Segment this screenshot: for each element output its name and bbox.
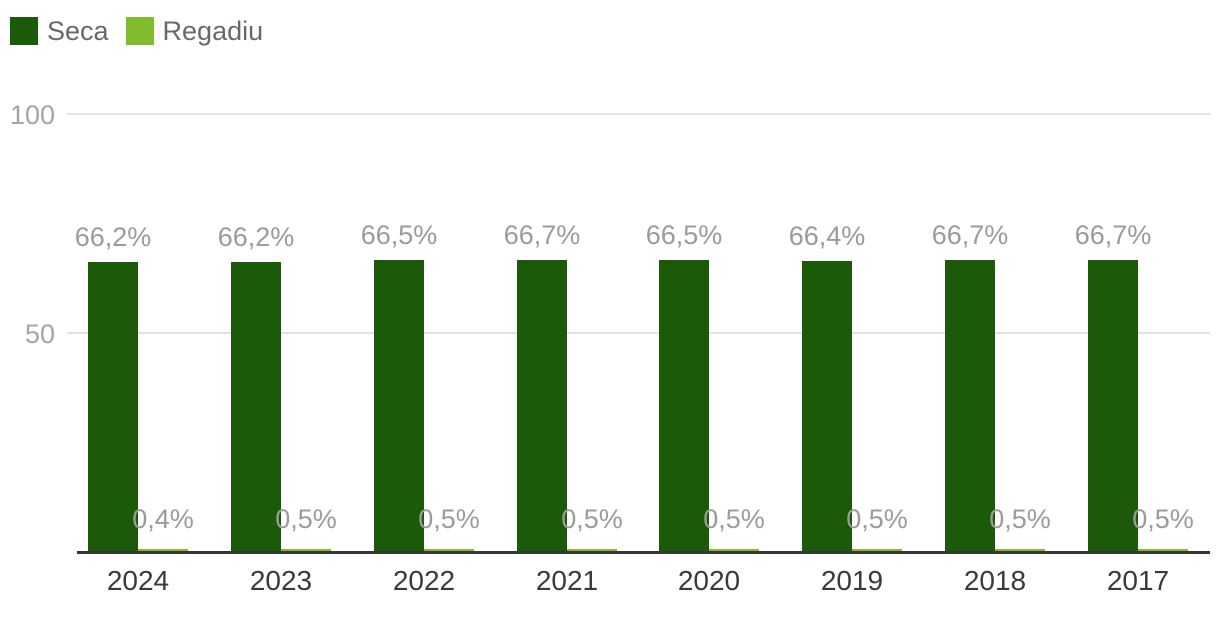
legend-item: Regadiu: [125, 16, 264, 46]
regadiu-value-label: 0,5%: [989, 504, 1051, 534]
y-gridline: [67, 332, 1210, 334]
bar-seca: [1088, 260, 1138, 551]
seca-value-label: 66,2%: [217, 222, 295, 252]
bar-regadiu: [138, 549, 188, 551]
legend: Seca Regadiu: [10, 17, 263, 45]
legend-swatch-icon: [125, 17, 154, 45]
seca-value-label: 66,4%: [788, 221, 866, 251]
regadiu-value-label: 0,4%: [132, 504, 194, 534]
bar-seca: [517, 260, 567, 551]
y-tick-label: 50: [24, 319, 55, 349]
bar-seca: [88, 262, 138, 551]
legend-label: Regadiu: [162, 16, 264, 46]
x-axis-line: [77, 551, 1210, 554]
y-tick-label: 100: [9, 100, 55, 130]
regadiu-value-label: 0,5%: [1132, 504, 1194, 534]
x-axis-label: 2022: [392, 565, 456, 596]
seca-value-label: 66,7%: [1074, 220, 1152, 250]
bar-regadiu: [995, 549, 1045, 551]
bar-regadiu: [281, 549, 331, 551]
regadiu-value-label: 0,5%: [703, 504, 765, 534]
x-axis-label: 2018: [963, 565, 1027, 596]
seca-value-label: 66,5%: [645, 220, 723, 250]
legend-swatch-icon: [10, 17, 38, 45]
x-axis-label: 2024: [106, 565, 170, 596]
regadiu-value-label: 0,5%: [418, 504, 480, 534]
legend-label: Seca: [47, 16, 109, 46]
regadiu-value-label: 0,5%: [275, 504, 337, 534]
x-axis-label: 2020: [677, 565, 741, 596]
seca-value-label: 66,7%: [931, 220, 1009, 250]
bar-regadiu: [852, 549, 902, 551]
x-axis-label: 2017: [1106, 565, 1170, 596]
bar-seca: [231, 262, 281, 551]
x-axis-label: 2023: [249, 565, 313, 596]
legend-item: Seca: [10, 17, 109, 45]
bar-regadiu: [567, 549, 617, 551]
bar-seca: [945, 260, 995, 551]
bar-regadiu: [709, 549, 759, 551]
x-axis-label: 2019: [820, 565, 884, 596]
seca-value-label: 66,5%: [360, 220, 438, 250]
bar-regadiu: [1138, 549, 1188, 551]
seca-value-label: 66,2%: [74, 222, 152, 252]
seca-value-label: 66,7%: [503, 220, 581, 250]
x-axis-label: 2021: [535, 565, 599, 596]
bar-seca: [802, 261, 852, 551]
regadiu-value-label: 0,5%: [561, 504, 623, 534]
regadiu-value-label: 0,5%: [846, 504, 908, 534]
bar-seca: [374, 260, 424, 551]
bar-regadiu: [424, 549, 474, 551]
bar-seca: [659, 260, 709, 551]
y-gridline: [67, 113, 1210, 115]
